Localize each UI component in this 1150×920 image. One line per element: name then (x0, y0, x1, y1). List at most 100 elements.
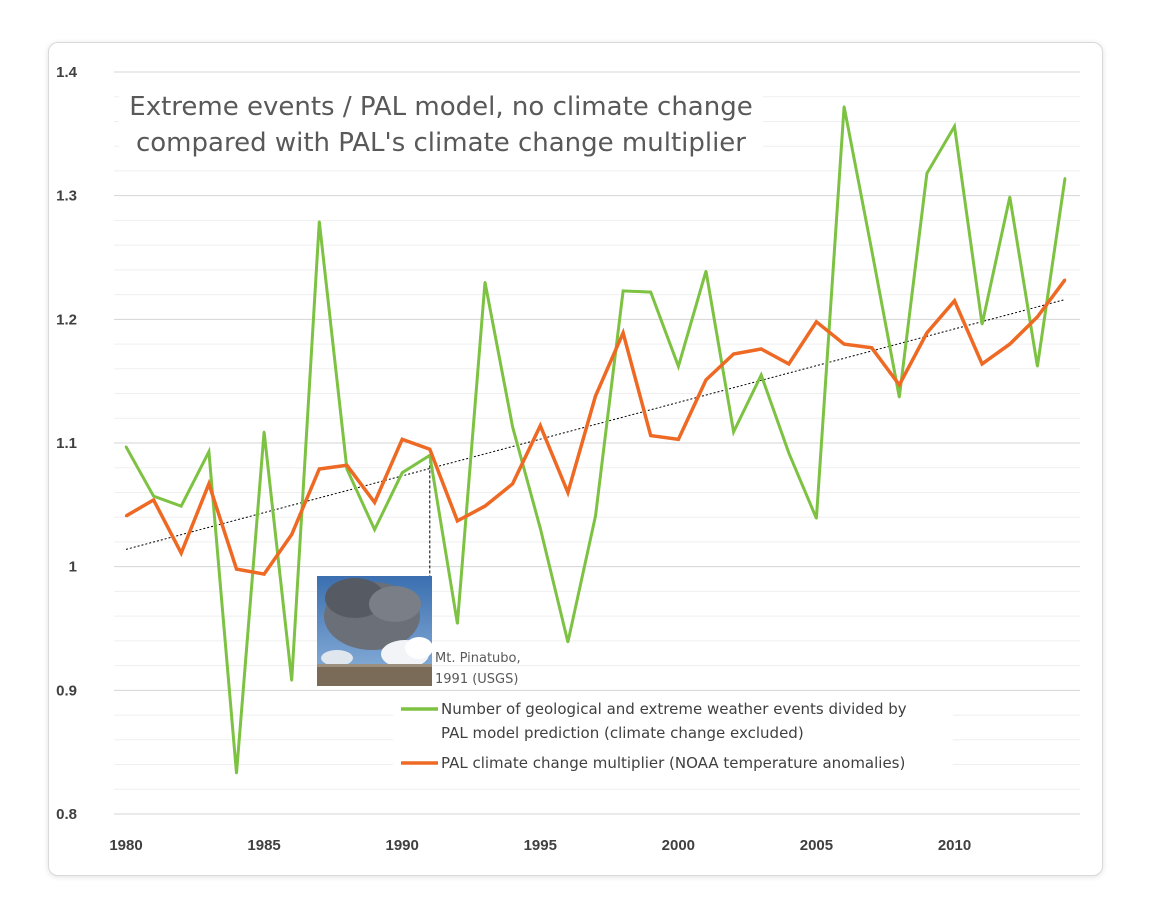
y-tick-label: 0.9 (56, 682, 77, 699)
data-point (124, 445, 128, 448)
y-tick-label: 1.4 (56, 64, 78, 81)
x-tick-label: 1980 (109, 837, 142, 854)
data-point (483, 504, 487, 508)
volcanic-eruption-photo (317, 576, 433, 686)
data-point (649, 434, 652, 437)
data-point (400, 471, 404, 474)
data-point (207, 482, 211, 486)
horizon (317, 664, 432, 667)
data-point (566, 640, 570, 644)
data-point (566, 491, 570, 494)
data-point (318, 467, 321, 471)
data-point (539, 424, 542, 427)
data-point (1063, 177, 1067, 180)
legend-background (393, 697, 953, 787)
ground (317, 666, 432, 686)
line-chart: Mt. Pinatubo, 1991 (USGS) 0.8 0.9 1 1.1 1.2 1.… (56, 64, 1080, 854)
data-point (925, 331, 929, 335)
data-point (760, 347, 763, 351)
data-point (594, 394, 597, 398)
data-point (235, 771, 238, 775)
data-point (290, 679, 293, 682)
data-point (235, 567, 238, 571)
data-point (373, 528, 376, 531)
data-point (1008, 342, 1011, 346)
data-point (898, 383, 901, 387)
pinatubo-caption-line: 1991 (USGS) (435, 672, 518, 687)
data-point (511, 482, 514, 486)
data-point (621, 331, 625, 335)
x-tick-label: 2010 (938, 837, 971, 854)
data-point (373, 501, 376, 504)
pinatubo-caption-line: Mt. Pinatubo, (435, 651, 521, 666)
data-point (898, 396, 901, 399)
data-point (180, 504, 183, 508)
ash-plume (369, 586, 421, 622)
data-point (842, 105, 846, 108)
x-tick-label: 2000 (662, 837, 695, 854)
data-point (262, 430, 266, 434)
y-tick-label: 1 (69, 559, 77, 576)
data-point (1063, 278, 1067, 281)
data-point (677, 365, 680, 368)
data-point (953, 125, 956, 128)
data-point (677, 438, 680, 441)
data-point (621, 289, 625, 293)
x-tick-label: 1985 (247, 837, 280, 854)
data-point (456, 622, 459, 625)
x-tick-label: 2005 (800, 837, 833, 854)
title-background (119, 88, 763, 166)
data-point (290, 533, 293, 536)
data-point (152, 494, 155, 498)
data-point (649, 290, 652, 294)
y-tick-label: 0.8 (56, 806, 77, 823)
data-point (483, 281, 487, 284)
data-point (511, 425, 514, 429)
data-point (925, 172, 929, 175)
data-point (318, 220, 321, 223)
data-point (180, 551, 183, 555)
data-point (980, 323, 984, 326)
chart-title-line: Extreme events / PAL model, no climate c… (129, 92, 752, 122)
data-point (787, 362, 791, 366)
data-point (842, 342, 846, 346)
data-point (1008, 195, 1011, 199)
data-point (980, 362, 984, 366)
data-point (870, 248, 873, 252)
data-point (815, 517, 818, 520)
data-point (207, 450, 211, 453)
data-point (124, 514, 128, 518)
data-point (815, 320, 818, 324)
data-point (428, 447, 431, 451)
data-point (732, 430, 735, 434)
data-point (787, 451, 791, 455)
trendline (125, 299, 1066, 550)
legend-label: Number of geological and extreme weather… (441, 700, 907, 718)
series-line-1 (124, 106, 1067, 774)
data-point (870, 346, 873, 349)
y-tick-label: 1.1 (56, 435, 77, 452)
data-point (1036, 365, 1039, 368)
cloud (321, 650, 353, 666)
chart-card: Mt. Pinatubo, 1991 (USGS) 0.8 0.9 1 1.1 1.2 1.… (48, 42, 1103, 876)
data-point (594, 514, 597, 518)
x-tick-label: 1995 (524, 837, 557, 854)
data-point (704, 269, 708, 273)
data-point (760, 373, 763, 377)
data-point (400, 438, 404, 441)
y-tick-label: 1.2 (56, 311, 77, 328)
series-line-2 (125, 278, 1067, 577)
legend-label: PAL model prediction (climate change exc… (441, 724, 804, 742)
data-point (345, 464, 349, 467)
y-tick-label: 1.3 (56, 188, 77, 205)
x-tick-label: 1990 (385, 837, 418, 854)
data-point (704, 378, 708, 382)
data-point (953, 299, 956, 302)
data-point (456, 519, 459, 523)
data-point (152, 498, 155, 502)
cloud (405, 637, 433, 659)
data-point (1036, 315, 1039, 319)
data-point (732, 352, 735, 356)
data-point (539, 527, 542, 530)
data-point (262, 572, 266, 576)
